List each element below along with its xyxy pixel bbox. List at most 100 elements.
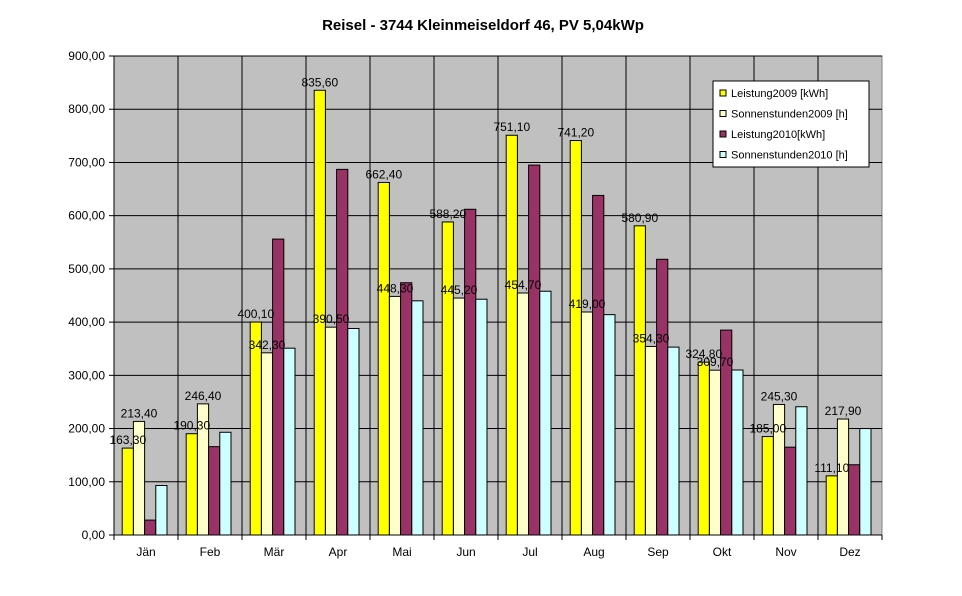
bar bbox=[731, 369, 744, 536]
legend: Leistung2009 [kWh] Sonnenstunden2009 [h] L… bbox=[712, 80, 870, 168]
x-tick-label: Sep bbox=[647, 545, 669, 559]
bar bbox=[336, 168, 349, 536]
bar bbox=[836, 418, 850, 536]
bar bbox=[580, 311, 594, 536]
x-tick-labels: Jän Feb Mär Apr Mai Jun Jul Aug Sep Okt Nov Dez bbox=[136, 545, 860, 559]
bar bbox=[656, 258, 669, 536]
data-label: 245,30 bbox=[761, 389, 798, 403]
legend-label: Leistung2009 [kWh] bbox=[731, 88, 828, 100]
bar bbox=[377, 181, 390, 536]
legend-label: Sonnenstunden2010 [h] bbox=[731, 150, 848, 162]
bar bbox=[400, 282, 413, 536]
y-tick-label: 700,00 bbox=[68, 155, 105, 169]
data-label: 185,00 bbox=[749, 422, 786, 436]
bar bbox=[155, 485, 168, 536]
data-label: 662,40 bbox=[365, 167, 402, 181]
data-label: 835,60 bbox=[301, 75, 338, 89]
y-tick-label: 0,00 bbox=[82, 528, 106, 542]
bar bbox=[144, 519, 157, 536]
bar bbox=[708, 369, 722, 536]
y-tick-labels: 0,00 100,00 200,00 300,00 400,00 500,00 600,00… bbox=[68, 49, 105, 542]
x-tick-label: Okt bbox=[713, 545, 732, 559]
y-tick-label: 300,00 bbox=[68, 368, 105, 382]
bar bbox=[388, 295, 402, 536]
bar bbox=[825, 475, 838, 536]
bar bbox=[208, 446, 221, 536]
data-label: 324,80 bbox=[685, 347, 722, 361]
x-tick-label: Jän bbox=[136, 545, 155, 559]
bar bbox=[249, 321, 262, 536]
bar bbox=[324, 326, 338, 536]
bar bbox=[219, 431, 232, 536]
legend-label: Sonnenstunden2009 [h] bbox=[731, 109, 848, 121]
legend-label: Leistung2010[kWh] bbox=[731, 129, 825, 141]
legend-swatch bbox=[719, 110, 727, 117]
data-label: 217,90 bbox=[825, 404, 862, 418]
chart-title: Reisel - 3744 Kleinmeiseldorf 46, PV 5,0… bbox=[322, 17, 644, 34]
x-tick-label: Jul bbox=[522, 545, 537, 559]
bar bbox=[859, 428, 872, 536]
data-label: 448,30 bbox=[377, 281, 414, 295]
y-tick-label: 600,00 bbox=[68, 209, 105, 223]
bar bbox=[411, 300, 424, 536]
bar bbox=[441, 221, 454, 536]
bar bbox=[603, 314, 616, 536]
bar bbox=[121, 447, 134, 536]
bar bbox=[644, 345, 658, 536]
bar bbox=[185, 433, 198, 536]
bar bbox=[592, 194, 605, 536]
legend-swatch bbox=[719, 151, 727, 158]
data-label: 390,50 bbox=[313, 312, 350, 326]
data-label: 741,20 bbox=[557, 126, 594, 140]
bar bbox=[539, 290, 552, 536]
bar bbox=[795, 406, 808, 536]
data-label: 111,10 bbox=[814, 461, 849, 475]
y-tick-label: 500,00 bbox=[68, 262, 105, 276]
bar bbox=[464, 208, 477, 536]
bar bbox=[697, 361, 710, 536]
legend-swatch bbox=[719, 130, 727, 138]
bar bbox=[475, 298, 488, 536]
bar bbox=[516, 292, 530, 536]
x-tick-label: Apr bbox=[329, 545, 348, 559]
data-label: 445,20 bbox=[441, 283, 478, 297]
bar bbox=[505, 134, 518, 536]
bar bbox=[569, 140, 582, 536]
legend-box bbox=[712, 80, 870, 168]
bar bbox=[848, 464, 861, 536]
bar bbox=[633, 225, 646, 536]
x-tick-label: Nov bbox=[775, 545, 796, 559]
x-tick-label: Jun bbox=[456, 545, 475, 559]
data-label: 354,30 bbox=[633, 331, 670, 345]
data-labels: 163,30 190,30 400,10 835,60 662,40 588,20 751,… bbox=[109, 75, 861, 475]
bar bbox=[667, 346, 680, 536]
data-label: 342,30 bbox=[249, 338, 286, 352]
bar bbox=[784, 446, 797, 536]
axes bbox=[109, 55, 883, 540]
data-label: 190,30 bbox=[173, 419, 210, 433]
bar bbox=[528, 164, 541, 536]
data-label: 309,70 bbox=[697, 355, 734, 369]
data-label: 213,40 bbox=[121, 406, 158, 420]
data-label: 246,40 bbox=[185, 389, 222, 403]
bar bbox=[452, 297, 466, 536]
bar bbox=[260, 352, 274, 536]
data-label: 454,70 bbox=[505, 278, 542, 292]
x-tick-label: Feb bbox=[200, 545, 221, 559]
y-tick-label: 900,00 bbox=[68, 49, 105, 63]
legend-swatch bbox=[719, 89, 727, 97]
bar bbox=[283, 347, 296, 536]
bar bbox=[761, 436, 774, 536]
x-tick-label: Aug bbox=[583, 545, 604, 559]
y-tick-label: 800,00 bbox=[68, 102, 105, 116]
x-tick-label: Mai bbox=[392, 545, 411, 559]
y-tick-label: 100,00 bbox=[68, 475, 105, 489]
x-tick-label: Mär bbox=[264, 545, 285, 559]
data-label: 163,30 bbox=[109, 433, 146, 447]
x-tick-label: Dez bbox=[839, 545, 860, 559]
data-label: 400,10 bbox=[237, 307, 274, 321]
data-label: 580,90 bbox=[621, 211, 658, 225]
y-tick-label: 200,00 bbox=[68, 422, 105, 436]
